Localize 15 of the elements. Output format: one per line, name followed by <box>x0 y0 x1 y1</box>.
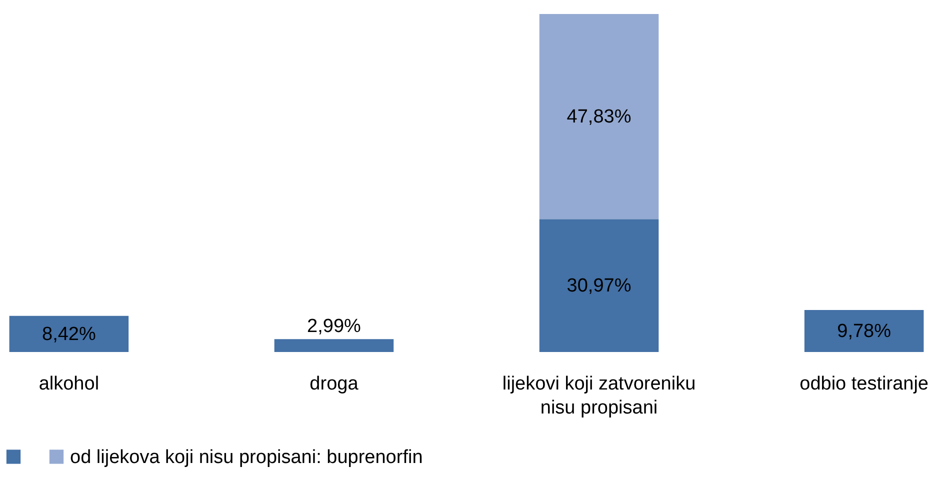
data-label: 30,97% <box>566 276 632 297</box>
legend-label: od lijekova koji nisu propisani: buprenorfin <box>70 446 423 468</box>
data-label: 8,42% <box>42 324 96 345</box>
bar <box>9 316 129 352</box>
bar <box>274 339 394 352</box>
x-tick-label: droga <box>310 374 359 394</box>
bar <box>539 14 659 220</box>
data-label: 9,78% <box>837 321 892 342</box>
x-tick-label: alkohol <box>38 374 100 394</box>
x-tick-label: lijekovi koji zatvoreniku nisu propisani <box>502 374 696 418</box>
bar <box>539 219 659 352</box>
data-label: 47,83% <box>566 106 632 128</box>
bar <box>804 310 924 352</box>
x-tick-label: odbio testiranje <box>800 374 928 394</box>
data-label: 2,99% <box>307 316 362 338</box>
